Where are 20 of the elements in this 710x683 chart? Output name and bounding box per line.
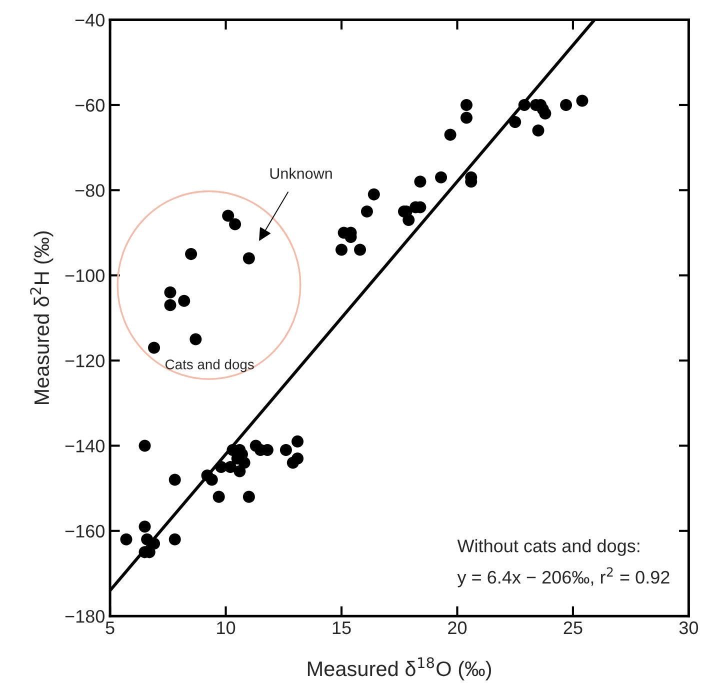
y-tick-label: −120 [65, 354, 104, 368]
y-tick-label: −140 [65, 440, 104, 452]
y-axis-title: Measured δ$^{2}$H (‰) [30, 231, 54, 404]
annotation: Cats and dogs [166, 359, 254, 372]
annotation: Without cats and dogs: [457, 539, 640, 556]
x-tick-label: 25 [564, 621, 582, 634]
y-tick-label: −160 [65, 524, 104, 538]
x-tick-label: 15 [332, 622, 351, 634]
x-tick-label: 20 [448, 621, 467, 634]
x-tick-label: 10 [217, 621, 236, 634]
annotation: Unknown [270, 168, 332, 179]
y-tick-label: −60 [75, 98, 104, 112]
y-tick-label: −80 [75, 184, 104, 197]
x-tick-label: 5 [106, 622, 114, 634]
x-axis-title: Measured δ$^{18}$O (‰) [308, 657, 492, 680]
y-tick-label: −180 [65, 610, 104, 623]
x-tick-label: 30 [679, 621, 698, 634]
y-tick-label: −100 [65, 269, 104, 282]
y-tick-label: −40 [75, 14, 104, 27]
annotation: y = 6.4x − 206‰, r$^{2}$ = 0.92 [457, 567, 670, 588]
